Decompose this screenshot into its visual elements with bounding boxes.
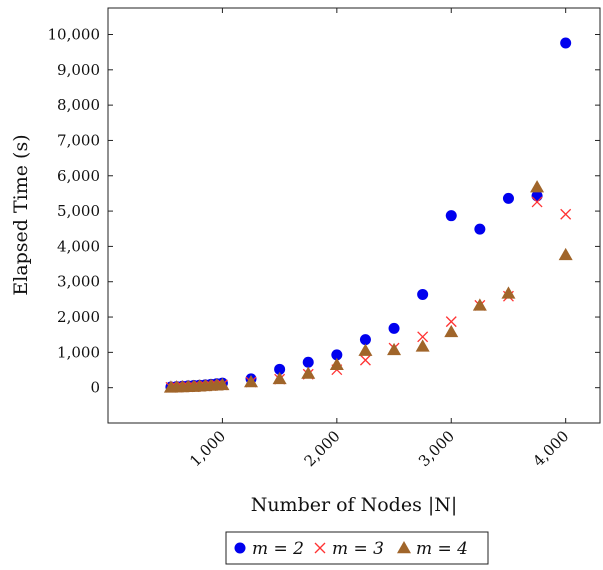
data-point — [274, 363, 286, 375]
y-tick-label: 9,000 — [57, 61, 100, 79]
legend-label: m = 2 — [252, 539, 304, 559]
x-tick-label: 4,000 — [529, 427, 572, 470]
data-point — [302, 356, 314, 368]
series-1 — [165, 37, 572, 393]
y-tick-label: 3,000 — [57, 273, 100, 291]
y-tick-label: 2,000 — [57, 308, 100, 326]
data-point — [445, 210, 457, 222]
y-tick-label: 7,000 — [57, 131, 100, 149]
x-tick-label: 3,000 — [415, 427, 458, 470]
data-point — [530, 180, 545, 193]
data-point — [444, 324, 459, 338]
y-axis-title: Elapsed Time (s) — [10, 134, 32, 295]
data-point — [329, 357, 344, 370]
data-point — [388, 322, 400, 334]
y-tick-label: 6,000 — [57, 167, 100, 185]
data-point — [531, 196, 543, 208]
y-tick-label: 8,000 — [57, 96, 100, 114]
data-point — [417, 331, 429, 343]
data-point — [472, 298, 487, 311]
data-point — [558, 247, 573, 261]
series-3 — [163, 180, 573, 393]
y-tick-label: 4,000 — [57, 237, 100, 255]
y-tick-label: 0 — [90, 379, 100, 397]
data-point — [272, 371, 287, 385]
x-axis-title: Number of Nodes |N| — [251, 494, 458, 516]
data-point — [359, 354, 371, 366]
x-axis-ticks: 1,000 2,000 3,000 4,000 — [186, 8, 573, 470]
legend-marker-cross — [314, 542, 326, 554]
data-point — [359, 334, 371, 346]
legend-label: m = 3 — [332, 539, 384, 559]
legend-label: m = 4 — [416, 539, 468, 559]
plot-area-frame — [107, 7, 601, 424]
data-point — [501, 286, 516, 299]
data-points — [163, 37, 573, 393]
y-tick-label: 1,000 — [57, 343, 100, 361]
data-point — [358, 343, 373, 356]
data-point — [415, 339, 430, 352]
data-point — [331, 349, 343, 361]
y-tick-label: 5,000 — [57, 202, 100, 220]
x-tick-label: 1,000 — [186, 427, 229, 470]
legend: m = 2 m = 3 m = 4 — [225, 531, 489, 565]
y-axis-ticks: 0 1,000 2,000 3,000 4,000 5,000 6,000 7,000 8,00… — [48, 25, 600, 397]
legend-marker-circle — [234, 542, 246, 554]
data-point — [417, 288, 429, 300]
data-point — [560, 208, 572, 220]
data-point — [502, 192, 514, 204]
data-point — [387, 342, 402, 356]
data-point — [445, 316, 457, 328]
y-tick-label: 10,000 — [48, 25, 101, 43]
data-point — [474, 223, 486, 235]
data-point — [215, 377, 230, 391]
legend-box — [225, 531, 489, 565]
legend-marker-triangle — [397, 541, 411, 554]
data-point — [560, 37, 572, 49]
data-point — [301, 366, 316, 379]
x-tick-label: 2,000 — [301, 427, 344, 470]
data-point — [244, 375, 259, 388]
